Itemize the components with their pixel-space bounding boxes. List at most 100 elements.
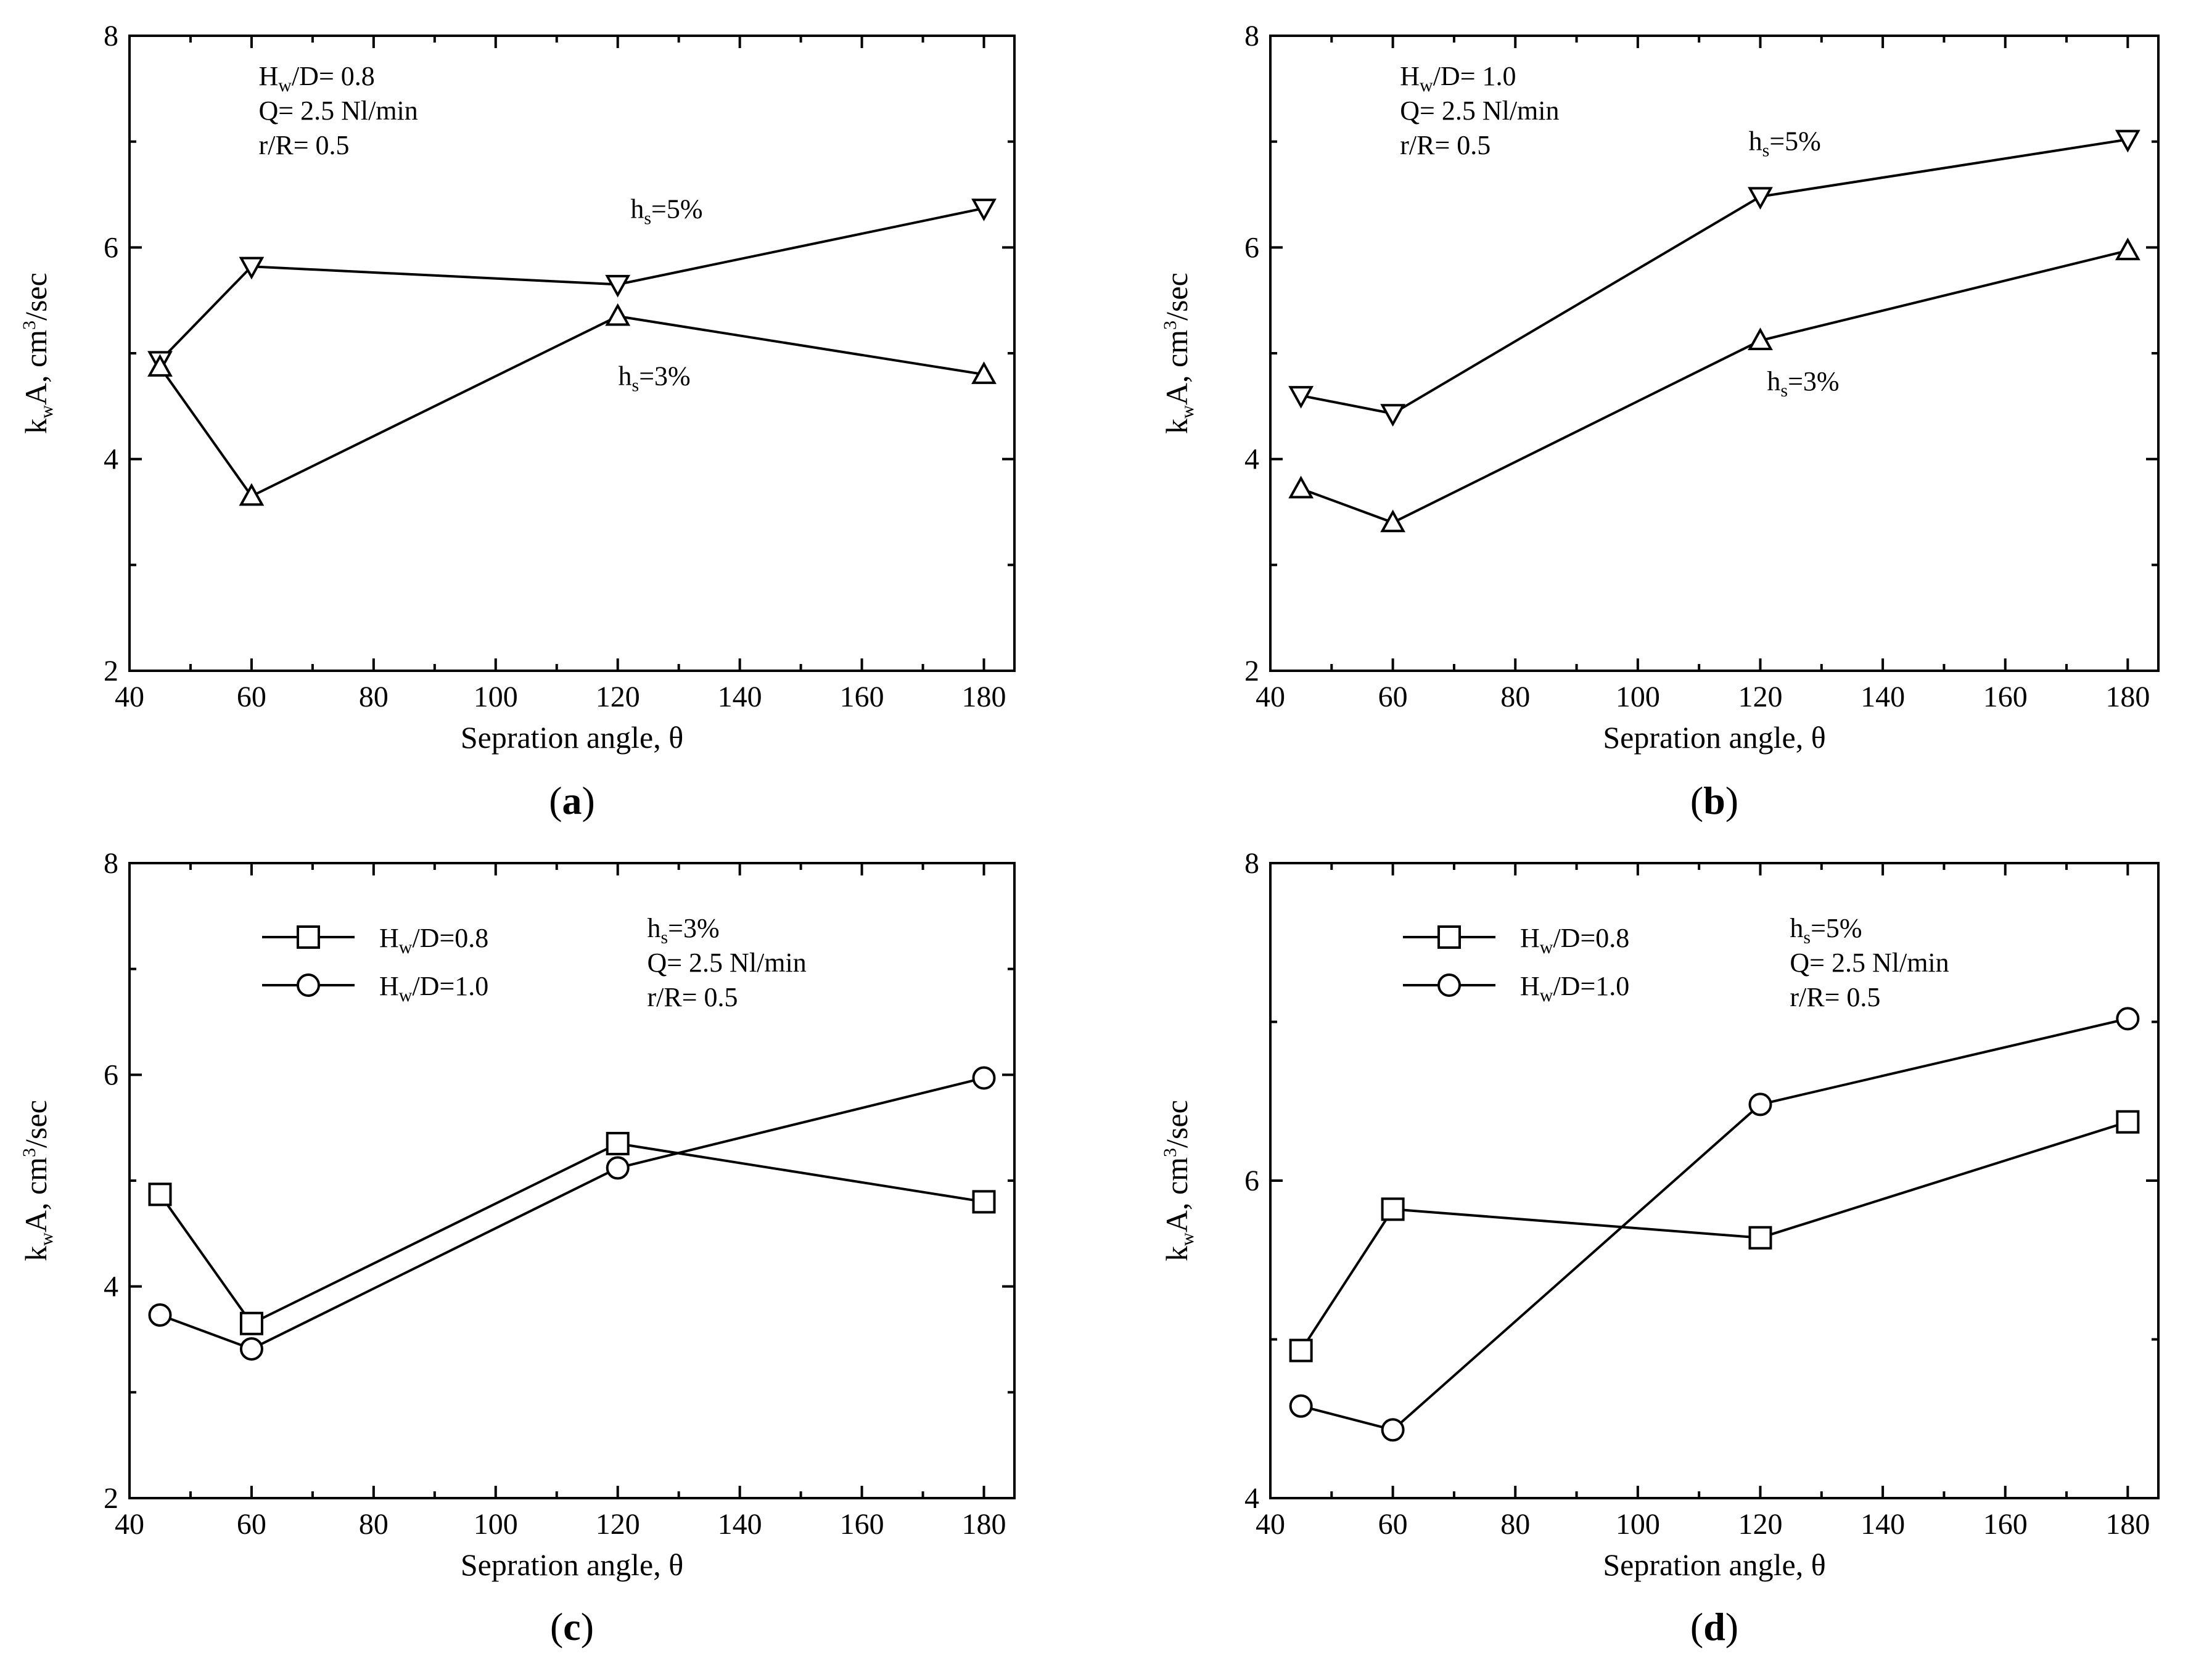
- x-tick-label: 140: [718, 1508, 762, 1541]
- data-point-circle: [148, 1303, 172, 1327]
- data-point-triangle-up: [971, 361, 997, 384]
- data-point-circle: [2116, 1007, 2140, 1031]
- data-point-circle: [239, 1337, 263, 1361]
- x-tick-label: 140: [1861, 1508, 1905, 1541]
- panel-label: (d): [1690, 1605, 1738, 1649]
- x-tick-label: 60: [237, 1508, 266, 1541]
- data-point-triangle-down: [605, 274, 631, 298]
- x-axis-title: Sepration angle, θ: [461, 720, 683, 755]
- panel-label: (b): [1690, 779, 1738, 822]
- annotation-line: Hw/D= 1.0: [1400, 61, 1516, 96]
- data-point-triangle-up: [2115, 237, 2140, 261]
- panel-a: 40 60 80 100 120 140 160 180 2 4 6 8 Sepration angle…: [19, 20, 1016, 822]
- y-axis-title: kwA, cm3/sec: [1159, 272, 1198, 434]
- data-point-circle: [1289, 1394, 1313, 1418]
- x-tick-label: 140: [1861, 681, 1905, 713]
- data-point-triangle-down: [2115, 129, 2140, 153]
- data-point-circle: [606, 1156, 630, 1180]
- data-point-circle: [1381, 1418, 1405, 1442]
- legend-label: Hw/D=0.8: [379, 923, 488, 957]
- series-line-circle: [159, 1076, 984, 1351]
- data-point-triangle-up: [147, 354, 173, 377]
- x-tick-label: 120: [596, 681, 640, 713]
- data-point-square: [606, 1131, 630, 1155]
- panel-c: 40 60 80 100 120 140 160 180 2 4 6 8 Sepration angle…: [19, 847, 1016, 1649]
- x-tick-label: 120: [1738, 681, 1782, 713]
- x-tick-label: 160: [1983, 1508, 2028, 1541]
- x-tick-label: 40: [115, 681, 144, 713]
- y-tick-label: 8: [1244, 847, 1259, 880]
- plot-frame: [1269, 862, 2160, 1499]
- panel-b: 40 60 80 100 120 140 160 180 2 4 6 8 Sepration angle…: [1159, 20, 2160, 822]
- legend-marker-square: [1437, 925, 1461, 949]
- x-tick-label: 100: [474, 681, 518, 713]
- series-line-triangle-down: [1301, 138, 2128, 415]
- annotation-line: r/R= 0.5: [1790, 982, 1880, 1012]
- series-line-triangle-down: [159, 207, 984, 362]
- annotation-line: r/R= 0.5: [1400, 130, 1491, 160]
- x-tick-label: 40: [1256, 681, 1285, 713]
- y-tick-label: 2: [1244, 655, 1259, 687]
- y-tick-label: 8: [104, 847, 118, 880]
- data-point-square: [148, 1182, 172, 1207]
- data-point-square: [1381, 1197, 1405, 1221]
- data-point-triangle-down: [971, 199, 997, 221]
- legend-marker-circle: [297, 973, 320, 997]
- y-axis-title: kwA, cm3/sec: [19, 272, 57, 434]
- y-tick-label: 8: [1244, 20, 1259, 52]
- data-point-triangle-up: [1288, 475, 1314, 499]
- data-point-square: [239, 1311, 263, 1335]
- x-tick-label: 180: [2105, 1508, 2150, 1541]
- y-tick-label: 4: [1244, 1482, 1259, 1515]
- x-tick-label: 80: [1500, 681, 1530, 713]
- x-tick-label: 80: [359, 1508, 389, 1541]
- x-tick-label: 80: [1500, 1508, 1530, 1541]
- series-label: hs=3%: [619, 361, 691, 396]
- x-tick-label: 60: [237, 681, 266, 713]
- x-tick-label: 160: [840, 681, 884, 713]
- data-point-triangle-down: [239, 256, 265, 280]
- data-point-triangle-up: [605, 303, 631, 326]
- series-label: hs=5%: [630, 194, 702, 228]
- y-tick-label: 2: [104, 1482, 118, 1515]
- x-tick-label: 160: [1983, 681, 2028, 713]
- data-point-circle: [1748, 1092, 1772, 1117]
- x-axis-title: Sepration angle, θ: [461, 1547, 683, 1582]
- annotation-line: Q= 2.5 Nl/min: [259, 96, 418, 126]
- x-tick-label: 180: [2105, 681, 2150, 713]
- x-tick-label: 100: [1616, 681, 1660, 713]
- data-point-triangle-up: [1380, 509, 1406, 533]
- x-axis-title: Sepration angle, θ: [1603, 1547, 1825, 1582]
- x-tick-label: 180: [962, 1508, 1006, 1541]
- y-axis-title: kwA, cm3/sec: [1159, 1100, 1198, 1261]
- panel-label: (a): [549, 779, 595, 822]
- x-tick-label: 40: [115, 1508, 144, 1541]
- annotation-line: r/R= 0.5: [259, 130, 350, 160]
- y-tick-label: 4: [104, 1271, 118, 1303]
- y-tick-label: 8: [104, 20, 118, 52]
- legend-label: Hw/D=1.0: [1520, 971, 1629, 1006]
- data-point-triangle-up: [239, 483, 265, 506]
- plot-frame: [128, 862, 1016, 1499]
- x-tick-label: 40: [1256, 1508, 1285, 1541]
- legend-label: Hw/D=1.0: [379, 971, 488, 1006]
- x-tick-label: 120: [1738, 1508, 1782, 1541]
- x-tick-label: 80: [359, 681, 389, 713]
- x-tick-label: 60: [1378, 681, 1408, 713]
- y-tick-label: 4: [1244, 443, 1259, 476]
- x-tick-label: 120: [596, 1508, 640, 1541]
- annotation-line: hs=3%: [647, 913, 719, 948]
- x-tick-label: 180: [962, 681, 1006, 713]
- data-point-square: [1748, 1226, 1772, 1250]
- series-line-triangle-up: [1300, 249, 2128, 524]
- x-tick-label: 100: [474, 1508, 518, 1541]
- panel-label: (c): [550, 1605, 594, 1649]
- data-point-triangle-down: [1380, 404, 1406, 427]
- data-point-square: [2116, 1110, 2140, 1134]
- series-line-triangle-up: [158, 314, 984, 498]
- x-tick-label: 100: [1616, 1508, 1660, 1541]
- series-label: hs=5%: [1749, 126, 1821, 160]
- y-tick-label: 6: [1244, 1165, 1259, 1197]
- series-line-square: [158, 1142, 984, 1326]
